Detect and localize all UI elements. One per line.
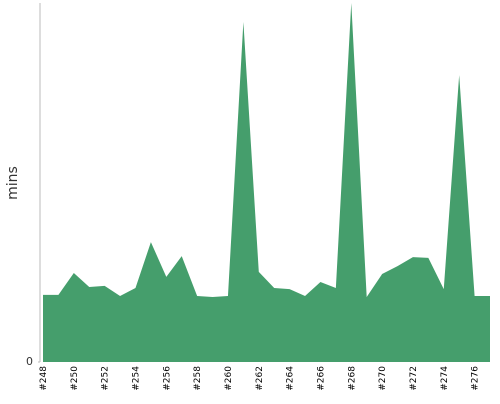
x-tick-label: #264: [286, 366, 296, 391]
x-tick-label: #254: [131, 366, 141, 391]
x-tick-label: #248: [39, 366, 49, 391]
x-tick-label: #268: [347, 366, 357, 391]
x-tick-label: #274: [440, 366, 450, 391]
area: [43, 3, 490, 362]
x-tick-label: #270: [378, 366, 388, 391]
x-tick-label: #250: [70, 366, 80, 391]
x-tick-label: #256: [162, 366, 172, 391]
x-tick-label: #258: [193, 366, 203, 391]
x-tick-label: #262: [255, 366, 265, 391]
y-axis-label: mins: [5, 166, 21, 200]
x-tick-label: #272: [409, 366, 419, 391]
y-tick-label: 0: [26, 355, 33, 368]
x-tick-label: #252: [101, 366, 111, 391]
x-tick-label: #266: [316, 366, 326, 391]
x-tick-label: #260: [224, 366, 234, 391]
x-tick-label: #276: [471, 366, 481, 391]
